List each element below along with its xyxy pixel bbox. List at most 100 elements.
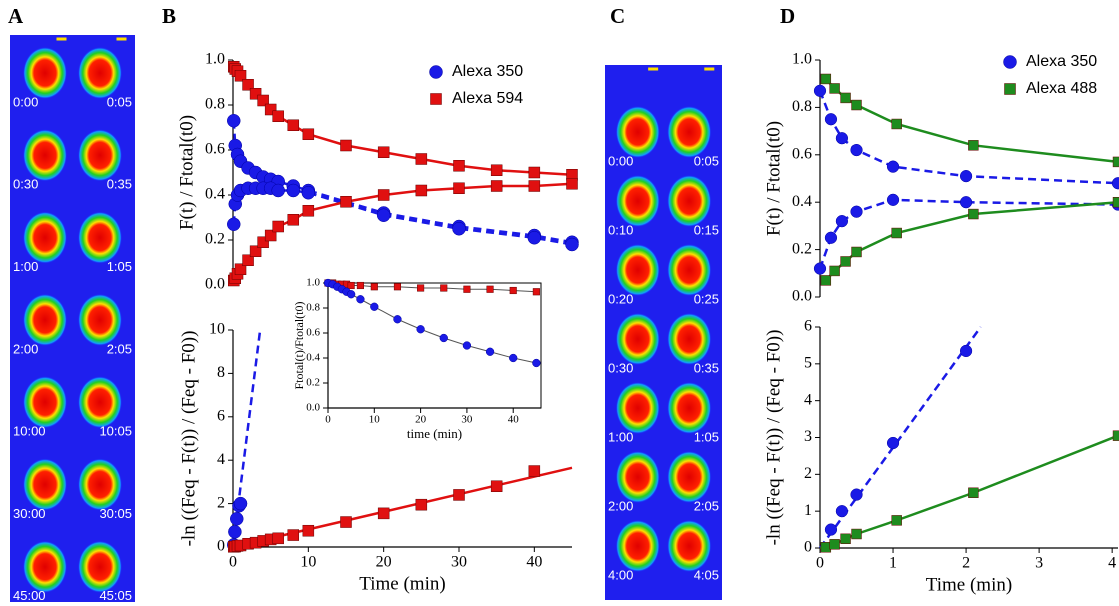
data-point (850, 143, 863, 157)
cell-blob (667, 313, 712, 365)
data-point (835, 132, 849, 145)
data-point (891, 227, 902, 239)
data-point (287, 119, 300, 131)
cell-blob (667, 106, 712, 158)
time-label: 1:05 (107, 259, 132, 274)
x-tick-label: 10 (300, 554, 316, 571)
data-point (959, 196, 973, 209)
data-point (302, 205, 315, 217)
series-line (232, 182, 573, 282)
y-tick-label: 10 (209, 321, 225, 338)
data-point (415, 153, 428, 165)
y-tick-label: 0.0 (205, 276, 225, 293)
data-point (485, 347, 495, 356)
chart: 0 2 4 6 8 10 0 10 20 30 40 Time (min) -ln ((Feq - F(… (178, 321, 573, 594)
y-tick-label: 0.0 (306, 402, 320, 414)
data-point (490, 480, 503, 492)
panel-label: C (610, 4, 625, 28)
cell-blob (667, 451, 712, 503)
inset-frame (327, 282, 542, 409)
data-point (1112, 197, 1119, 208)
y-tick-label: 6 (217, 407, 225, 424)
data-point (264, 103, 277, 116)
y-axis-label: Ftotal(t)/Ftotal(t0) (292, 302, 306, 390)
y-tick-label: 2 (217, 494, 225, 511)
data-point (851, 99, 862, 111)
time-label: 30:00 (13, 506, 46, 521)
y-tick-label: 0.6 (792, 145, 812, 162)
data-point (886, 193, 900, 206)
time-label: 4:05 (694, 567, 719, 582)
time-label: 0:35 (694, 360, 719, 375)
data-point (829, 539, 840, 550)
data-point (302, 524, 315, 537)
data-point (393, 283, 402, 291)
time-label: 45:05 (99, 588, 132, 603)
chart: 0.0 0.2 0.4 0.6 0.8 1.0 0 10 20 30 40 time (min) Fto… (292, 277, 542, 441)
legend-label: Alexa 350 (1026, 53, 1097, 70)
cell-blob (615, 313, 660, 365)
x-tick-label: 20 (376, 554, 392, 571)
y-tick-label: 1.0 (306, 277, 320, 289)
data-point (532, 358, 541, 368)
data-point (968, 140, 979, 151)
data-point (242, 254, 254, 266)
data-point (453, 182, 465, 194)
y-tick-label: 0 (804, 539, 812, 556)
y-tick-label: 0.2 (792, 240, 812, 257)
data-point (272, 110, 284, 122)
x-axis-label: Time (min) (359, 573, 445, 594)
x-tick-label: 3 (1035, 555, 1043, 572)
cell-blob (667, 382, 712, 434)
time-label: 0:05 (107, 94, 132, 109)
x-tick-label: 4 (1108, 555, 1116, 572)
cell-blob (23, 129, 67, 182)
data-point (440, 284, 448, 292)
cell-blob (615, 382, 660, 434)
x-tick-label: 0 (229, 554, 237, 571)
legend-marker (1003, 55, 1017, 69)
time-label: 2:05 (694, 498, 719, 513)
cell-blob (78, 129, 122, 182)
time-label: 30:05 (99, 506, 132, 521)
x-tick-label: 10 (369, 414, 381, 426)
data-point (287, 214, 300, 226)
data-point (850, 488, 863, 501)
y-tick-label: 2 (804, 465, 812, 482)
series-line (232, 66, 573, 176)
x-axis-label: time (min) (407, 426, 462, 441)
data-point (820, 73, 832, 85)
data-point (490, 164, 503, 176)
y-tick-label: 0.4 (205, 186, 225, 203)
legend-marker (429, 65, 443, 79)
data-point (417, 284, 425, 292)
cell-blob (78, 293, 122, 346)
data-point (234, 263, 247, 275)
data-point (820, 275, 832, 286)
data-point (1111, 177, 1119, 190)
x-tick-label: 30 (461, 414, 473, 426)
data-point (891, 118, 902, 130)
panel-label: D (780, 4, 795, 28)
data-point (851, 528, 862, 540)
data-point (840, 256, 851, 267)
data-point (813, 84, 827, 97)
data-point (393, 315, 402, 324)
data-point (233, 496, 248, 511)
data-point (340, 196, 352, 208)
cell-blob (78, 458, 122, 511)
data-point (272, 220, 284, 233)
y-tick-label: 0.4 (306, 352, 320, 364)
data-point (257, 94, 269, 107)
data-point (486, 285, 494, 293)
data-point (565, 237, 579, 252)
data-point (376, 208, 391, 222)
y-tick-label: 6 (804, 318, 812, 335)
cell-blob (615, 175, 660, 227)
y-tick-label: 0.4 (792, 193, 812, 210)
time-label: 10:00 (13, 424, 46, 439)
y-tick-label: 4 (217, 451, 225, 468)
data-point (370, 283, 378, 291)
series-line (818, 90, 1119, 185)
